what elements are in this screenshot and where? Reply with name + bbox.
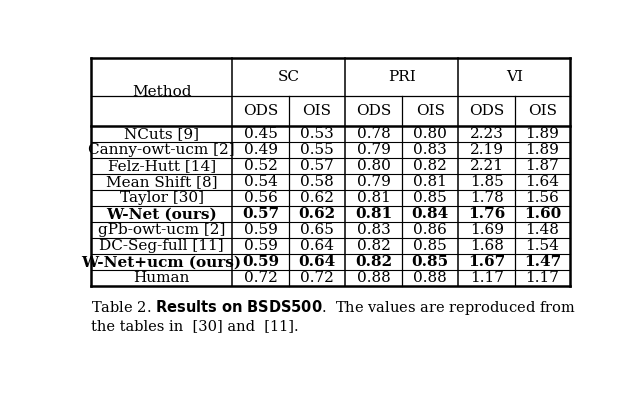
Text: 0.82: 0.82 <box>413 160 447 173</box>
Text: 1.68: 1.68 <box>470 239 504 253</box>
Text: 0.53: 0.53 <box>300 128 334 141</box>
Text: Method: Method <box>132 85 191 99</box>
Text: 0.45: 0.45 <box>244 128 278 141</box>
Text: ODS: ODS <box>469 104 504 118</box>
Text: 0.84: 0.84 <box>412 207 449 221</box>
Text: PRI: PRI <box>388 70 416 84</box>
Text: 1.85: 1.85 <box>470 175 504 189</box>
Text: 0.79: 0.79 <box>356 175 390 189</box>
Text: 0.80: 0.80 <box>356 160 390 173</box>
Text: 0.62: 0.62 <box>298 207 335 221</box>
Text: SC: SC <box>278 70 300 84</box>
Text: W-Net+ucm (ours): W-Net+ucm (ours) <box>81 255 242 269</box>
Text: 0.83: 0.83 <box>356 223 390 237</box>
Text: NCuts [9]: NCuts [9] <box>124 128 199 141</box>
Text: 0.52: 0.52 <box>244 160 278 173</box>
Text: 0.78: 0.78 <box>356 128 390 141</box>
Text: Table 2. $\bf{Results\ on\ BSDS500}$.  The values are reproduced from
the tables: Table 2. $\bf{Results\ on\ BSDS500}$. Th… <box>91 298 575 333</box>
Text: 0.82: 0.82 <box>355 255 392 269</box>
Text: 2.19: 2.19 <box>470 143 504 158</box>
Text: 1.60: 1.60 <box>524 207 561 221</box>
Text: 1.89: 1.89 <box>525 143 559 158</box>
Text: Felz-Hutt [14]: Felz-Hutt [14] <box>108 160 216 173</box>
Text: 0.80: 0.80 <box>413 128 447 141</box>
Text: 1.69: 1.69 <box>470 223 504 237</box>
Text: 0.56: 0.56 <box>244 191 278 205</box>
Text: 1.67: 1.67 <box>468 255 506 269</box>
Text: 0.81: 0.81 <box>413 175 447 189</box>
Text: 0.85: 0.85 <box>413 191 447 205</box>
Text: 1.78: 1.78 <box>470 191 504 205</box>
Text: VI: VI <box>506 70 523 84</box>
Text: 0.57: 0.57 <box>242 207 279 221</box>
Text: 0.88: 0.88 <box>356 271 390 285</box>
Text: 0.54: 0.54 <box>244 175 278 189</box>
Text: 0.64: 0.64 <box>300 239 334 253</box>
Text: 1.76: 1.76 <box>468 207 506 221</box>
Text: 0.72: 0.72 <box>300 271 334 285</box>
Text: 1.56: 1.56 <box>525 191 559 205</box>
Text: 0.81: 0.81 <box>355 207 392 221</box>
Text: 0.55: 0.55 <box>300 143 334 158</box>
Text: 0.59: 0.59 <box>244 239 278 253</box>
Text: 0.59: 0.59 <box>242 255 279 269</box>
Text: 1.89: 1.89 <box>525 128 559 141</box>
Text: 0.64: 0.64 <box>298 255 336 269</box>
Text: DC-Seg-full [11]: DC-Seg-full [11] <box>99 239 224 253</box>
Text: 0.65: 0.65 <box>300 223 334 237</box>
Text: 1.54: 1.54 <box>525 239 559 253</box>
Text: gPb-owt-ucm [2]: gPb-owt-ucm [2] <box>98 223 225 237</box>
Text: Canny-owt-ucm [2]: Canny-owt-ucm [2] <box>88 143 235 158</box>
Text: 0.79: 0.79 <box>356 143 390 158</box>
Text: Taylor [30]: Taylor [30] <box>120 191 204 205</box>
Text: 0.88: 0.88 <box>413 271 447 285</box>
Text: ODS: ODS <box>356 104 391 118</box>
Text: 2.21: 2.21 <box>470 160 504 173</box>
Text: 1.87: 1.87 <box>525 160 559 173</box>
Text: OIS: OIS <box>528 104 557 118</box>
Text: 1.17: 1.17 <box>470 271 504 285</box>
Text: 0.57: 0.57 <box>300 160 334 173</box>
Text: 0.85: 0.85 <box>413 239 447 253</box>
Text: W-Net (ours): W-Net (ours) <box>106 207 217 221</box>
Text: 1.64: 1.64 <box>525 175 559 189</box>
Text: 0.82: 0.82 <box>356 239 390 253</box>
Text: OIS: OIS <box>303 104 332 118</box>
Text: 0.59: 0.59 <box>244 223 278 237</box>
Text: 0.86: 0.86 <box>413 223 447 237</box>
Text: 0.72: 0.72 <box>244 271 278 285</box>
Text: 2.23: 2.23 <box>470 128 504 141</box>
Text: 0.49: 0.49 <box>244 143 278 158</box>
Text: Human: Human <box>133 271 190 285</box>
Text: 0.62: 0.62 <box>300 191 334 205</box>
Text: 0.81: 0.81 <box>356 191 390 205</box>
Text: 1.47: 1.47 <box>524 255 561 269</box>
Text: OIS: OIS <box>415 104 445 118</box>
Text: ODS: ODS <box>243 104 278 118</box>
Text: 0.85: 0.85 <box>412 255 449 269</box>
Text: 0.83: 0.83 <box>413 143 447 158</box>
Text: Mean Shift [8]: Mean Shift [8] <box>106 175 218 189</box>
Text: 0.58: 0.58 <box>300 175 334 189</box>
Text: 1.17: 1.17 <box>525 271 559 285</box>
Text: 1.48: 1.48 <box>525 223 559 237</box>
